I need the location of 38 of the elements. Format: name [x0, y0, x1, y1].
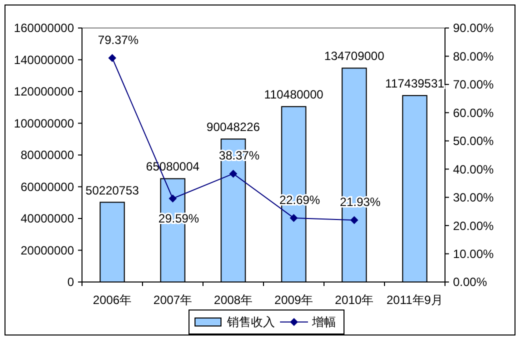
legend-label: 销售收入	[226, 315, 275, 330]
point	[290, 214, 298, 222]
y-tick-label: 0	[67, 275, 74, 290]
y-tick-label: 80000000	[20, 148, 74, 162]
y-tick-label: 20000000	[20, 243, 74, 258]
y2-tick-label: 60.00%	[453, 106, 494, 120]
y-tick-label: 100000000	[14, 116, 74, 130]
data-label: 134709000	[324, 49, 385, 64]
x-tick-label: 2010年	[334, 293, 374, 307]
x-tick-label: 2006年	[92, 293, 132, 307]
point	[168, 194, 177, 202]
x-tick-label: 2009年	[274, 293, 314, 307]
x-tick-label: 2008年	[214, 293, 253, 307]
y2-tick-label: 20.00%	[453, 218, 494, 233]
y2-tick-label: 10.00%	[453, 246, 494, 261]
x-tick-label: 2011年9月	[386, 293, 443, 307]
point	[229, 170, 238, 178]
point	[350, 216, 358, 224]
y-tick-label: 40000000	[20, 212, 74, 226]
data-label: 117439531	[385, 76, 445, 91]
x-tick-label: 2007年	[153, 293, 192, 307]
point	[108, 54, 116, 62]
y2-tick-label: 50.00%	[453, 134, 494, 148]
data-label: 50220753	[86, 183, 140, 198]
y-tick-label: 140000000	[14, 52, 74, 67]
y2-tick-label: 70.00%	[453, 78, 494, 92]
y2-tick-label: 80.00%	[453, 49, 494, 64]
y2-tick-label: 90.00%	[453, 21, 494, 36]
data-label: 79.37%	[98, 33, 139, 47]
legend-label: 增幅	[311, 315, 336, 330]
data-label: 90048226	[206, 120, 260, 134]
y2-tick-label: 40.00%	[453, 162, 494, 176]
y-tick-label: 60000000	[20, 180, 74, 194]
y2-tick-label: 30.00%	[453, 190, 494, 205]
y-tick-label: 120000000	[14, 84, 74, 99]
data-label: 110480000	[264, 88, 324, 102]
y-tick-label: 160000000	[14, 21, 74, 36]
y2-tick-label: 0.00%	[453, 275, 488, 290]
